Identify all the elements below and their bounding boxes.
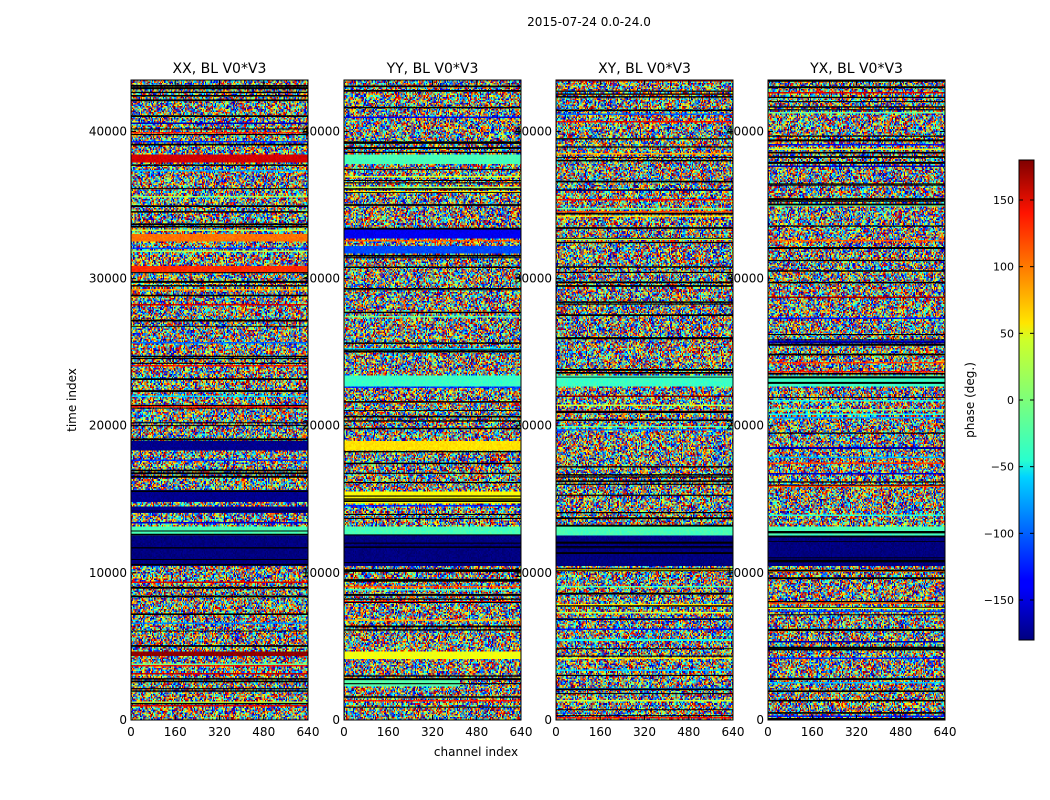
panel-2-heatmap [344,80,521,720]
x-tick-label: 480 [889,725,912,739]
x-tick-label: 160 [377,725,400,739]
x-tick-label: 480 [252,725,275,739]
colorbar-tick-label: −100 [984,527,1014,540]
panel-3-heatmap [556,80,733,720]
x-tick-label: 480 [465,725,488,739]
x-tick-label: 480 [677,725,700,739]
x-tick-label: 640 [510,725,533,739]
x-tick-label: 320 [421,725,444,739]
colorbar-tick-label: 50 [1000,327,1014,340]
panel-4-title: YX, BL V0*V3 [809,61,903,77]
colorbar-tick-label: 150 [993,194,1014,207]
colorbar-ticks: −150 −100 −50 0 50 100 150 [984,194,1034,607]
y-tick-label: 0 [756,713,764,727]
colorbar: −150 −100 −50 0 50 100 150 phase (deg.) [963,159,1035,641]
colorbar-tick-label: 0 [1007,394,1014,407]
colorbar-tick-label: −150 [984,594,1014,607]
y-tick-label: 20000 [89,419,127,433]
panel-1-title: XX, BL V0*V3 [173,61,267,77]
y-tick-label: 30000 [302,272,340,286]
y-tick-label: 20000 [726,419,764,433]
y-tick-label: 30000 [726,272,764,286]
colorbar-label: phase (deg.) [963,362,977,438]
x-tick-label: 0 [340,725,348,739]
x-tick-label: 160 [801,725,824,739]
colorbar-tick-label: 100 [993,261,1014,274]
x-tick-label: 640 [722,725,745,739]
x-tick-label: 320 [845,725,868,739]
y-tick-label: 0 [332,713,340,727]
panel-2: YY, BL V0*V3 0 160 320 480 640 0 10000 20000 3000… [302,61,533,739]
panel-4-heatmap [768,80,945,720]
x-tick-label: 160 [164,725,187,739]
y-tick-label: 40000 [514,124,552,138]
panel-1-heatmap [131,80,308,720]
colorbar-tick-label: −50 [991,461,1014,474]
y-tick-label: 0 [544,713,552,727]
y-tick-label: 30000 [89,272,127,286]
x-tick-label: 320 [633,725,656,739]
y-tick-label: 20000 [514,419,552,433]
x-tick-label: 640 [297,725,320,739]
y-tick-label: 10000 [726,566,764,580]
panels-group: XX, BL V0*V3 0 160 320 480 640 0 10000 20000 3000… [89,61,957,739]
x-tick-label: 0 [127,725,135,739]
y-tick-label: 40000 [89,124,127,138]
panel-4: YX, BL V0*V3 0 160 320 480 640 0 10000 20000 3000… [726,61,957,739]
panel-3-title: XY, BL V0*V3 [598,61,691,77]
figure-suptitle: 2015-07-24 0.0-24.0 [527,15,651,29]
y-tick-label: 20000 [302,419,340,433]
y-tick-label: 10000 [514,566,552,580]
x-axis-label: channel index [434,745,518,759]
x-tick-label: 0 [764,725,772,739]
y-tick-label: 40000 [726,124,764,138]
y-axis-label: time index [65,368,79,432]
y-tick-label: 30000 [514,272,552,286]
y-tick-label: 10000 [89,566,127,580]
x-tick-label: 160 [589,725,612,739]
y-tick-label: 40000 [302,124,340,138]
x-tick-label: 0 [552,725,560,739]
panel-2-title: YY, BL V0*V3 [386,61,479,77]
y-tick-label: 0 [119,713,127,727]
panel-1: XX, BL V0*V3 0 160 320 480 640 0 10000 20000 3000… [89,61,320,739]
x-tick-label: 640 [934,725,957,739]
panel-3: XY, BL V0*V3 0 160 320 480 640 0 10000 20000 3000… [514,61,745,739]
y-tick-label: 10000 [302,566,340,580]
x-tick-label: 320 [208,725,231,739]
